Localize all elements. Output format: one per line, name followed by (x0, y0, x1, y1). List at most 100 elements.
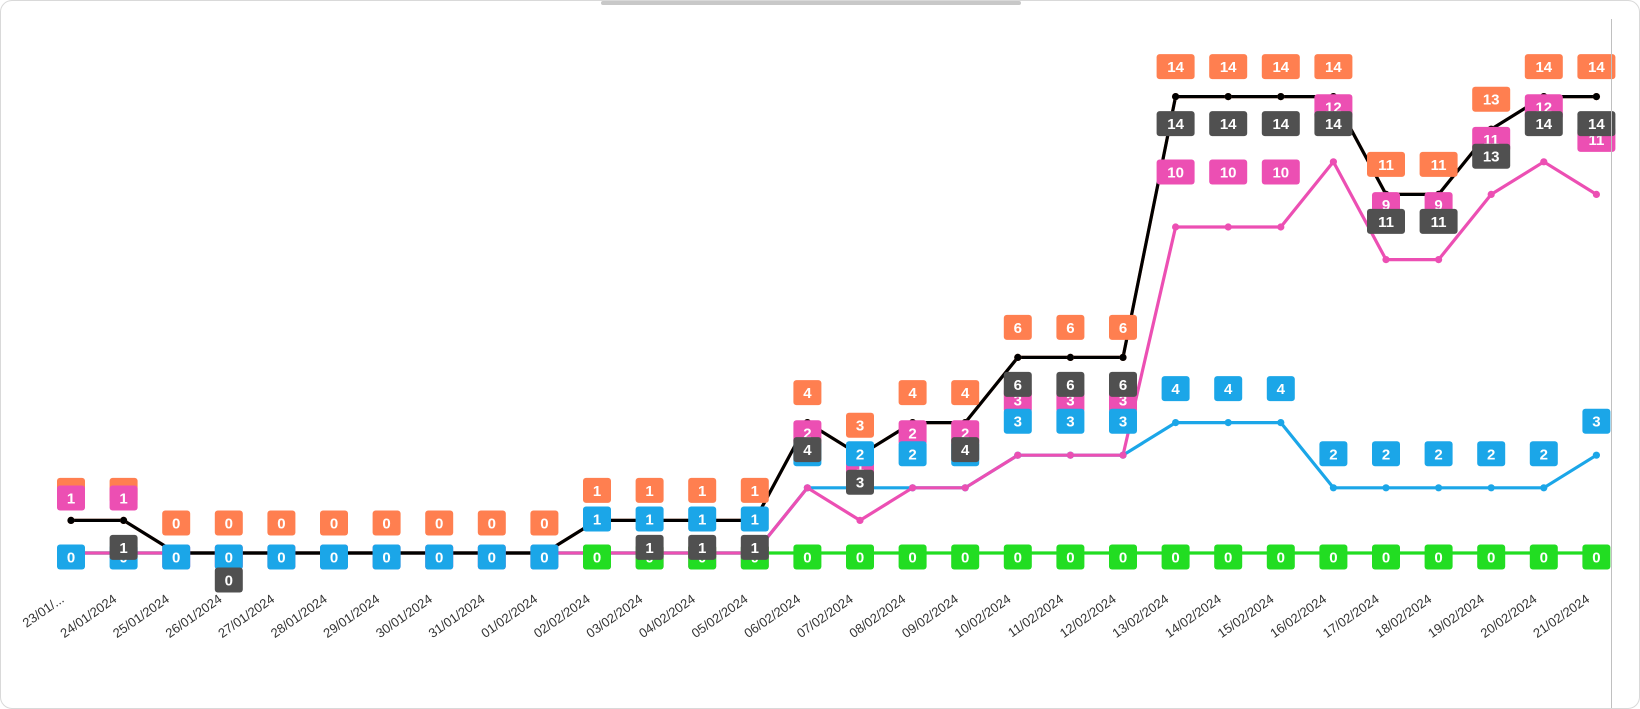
series-orange-data-label-text: 0 (277, 516, 285, 533)
hover-cursor-line (1611, 19, 1612, 708)
x-tick-label: 20/02/2024 (1478, 591, 1540, 641)
x-tick-label: 30/01/2024 (373, 591, 435, 641)
series-blue-data-label: 0 (320, 544, 348, 570)
series-pink-data-label-text: 1 (856, 458, 864, 475)
series-black-data-label-bg (951, 437, 980, 463)
series-blue-data-label: 2 (1424, 441, 1453, 467)
series-orange-data-label-text: 4 (803, 385, 812, 402)
series-pink-data-label-bg (1209, 159, 1248, 185)
series-green-data-label-text: 0 (1592, 550, 1600, 567)
series-orange-data-label: 14 (1156, 54, 1195, 80)
series-green-data-label-bg (1161, 544, 1190, 570)
series-blue-data-label-bg (1529, 441, 1558, 467)
series-green-data-label-bg (1477, 544, 1506, 570)
series-blue-data-label-text: 4 (1171, 381, 1180, 398)
series-black-data-label: 1 (740, 534, 769, 560)
series-blue-data-label-text: 1 (698, 512, 706, 529)
series-blue-data-label-text: 1 (645, 512, 653, 529)
series-orange-data-label-text: 0 (172, 516, 180, 533)
series-pink-data-label-text: 1 (67, 491, 75, 508)
series-blue-data-label: 3 (1582, 408, 1611, 434)
series-green-data-label: 0 (1372, 544, 1400, 570)
series-pink-data-label-bg (109, 485, 138, 511)
x-tick-label: 21/02/2024 (1530, 591, 1592, 641)
series-black-data-label-text: 1 (119, 540, 127, 557)
series-orange-data-label-text: 14 (1588, 59, 1605, 76)
series-green-data-label-text: 0 (1540, 550, 1548, 567)
series-green-data-label-bg (1582, 544, 1611, 570)
series-black-data-label: 4 (951, 437, 980, 463)
series-blue-data-label-text: 2 (908, 446, 916, 463)
series-pink-point (1172, 223, 1180, 231)
series-blue-data-label-bg (1319, 441, 1348, 467)
series-black-data-label-text: 6 (1014, 377, 1022, 394)
series-blue-data-label-text: 2 (1487, 446, 1495, 463)
series-pink-data-label-text: 9 (1434, 197, 1442, 214)
series-green-data-label: 0 (793, 544, 822, 570)
series-orange-data-label: 6 (1109, 314, 1137, 340)
series-blue-data-label-text: 3 (1119, 414, 1127, 431)
series-blue-data-label: 4 (1214, 376, 1243, 402)
series-blue-data-label-bg (688, 506, 717, 532)
series-black-data-label-bg (1209, 111, 1248, 137)
series-pink-data-label-text: 1 (119, 491, 127, 508)
series-green-data-label-bg (583, 544, 611, 570)
series-green-data-label-bg (1266, 544, 1295, 570)
series-black-data-label: 14 (1156, 111, 1195, 137)
series-pink-point (1277, 223, 1285, 231)
series-black-data-label-bg (1524, 111, 1563, 137)
series-green-data-label-bg (898, 544, 927, 570)
x-tick-label: 24/01/2024 (57, 591, 119, 641)
series-orange-data-label-bg (898, 380, 927, 406)
series-blue-data-label: 2 (1477, 441, 1506, 467)
series-orange-data-label: 3 (846, 412, 874, 438)
x-tick-label: 27/01/2024 (215, 591, 277, 641)
series-black-data-label-text: 11 (1431, 214, 1447, 231)
series-orange-data-label-text: 11 (1431, 157, 1447, 174)
series-orange-data-label-bg (1577, 54, 1616, 80)
x-tick-label: 11/02/2024 (1005, 591, 1066, 640)
series-blue-data-label: 3 (1056, 408, 1085, 434)
series-blue-data-label: 0 (214, 544, 243, 570)
series-orange-data-label: 1 (635, 477, 664, 503)
series-blue-data-label-text: 2 (856, 446, 864, 463)
series-orange-data-label-text: 0 (330, 516, 338, 533)
series-black-data-label-bg (846, 469, 874, 495)
series-pink-point (1592, 190, 1600, 198)
series-black-data-label-bg (793, 437, 822, 463)
series-blue-data-label: 0 (425, 544, 454, 570)
series-blue-data-label-bg (1056, 408, 1085, 434)
series-black-point (120, 516, 128, 525)
series-green-data-label: 0 (1214, 544, 1243, 570)
series-blue-data-label-bg (372, 544, 401, 570)
series-black-data-label-bg (635, 534, 664, 560)
series-black-data-label-bg (1419, 208, 1458, 234)
series-green-data-label-bg (951, 544, 980, 570)
series-orange-data-label-text: 13 (1483, 92, 1500, 109)
series-black-data-label-text: 6 (1066, 377, 1074, 394)
series-blue-data-label: 2 (898, 441, 927, 467)
series-black-data-label: 1 (109, 534, 138, 560)
series-black-data-label-bg (1261, 111, 1300, 137)
series-blue-data-label-bg (583, 506, 611, 532)
series-blue-data-label-text: 0 (540, 550, 548, 567)
series-orange-data-label: 13 (1472, 86, 1511, 112)
series-blue-point (1487, 484, 1495, 492)
series-green-data-label-text: 0 (803, 550, 811, 567)
series-green-data-label: 0 (1109, 544, 1137, 570)
series-green-data-label-text: 0 (1382, 550, 1390, 567)
series-orange-data-label-text: 14 (1535, 59, 1552, 76)
series-orange-data-label: 11 (1419, 151, 1458, 177)
series-pink-point (1487, 190, 1495, 198)
series-black-data-label-text: 4 (961, 442, 970, 459)
series-orange-data-label-text: 0 (435, 516, 443, 533)
series-pink-data-label-text: 10 (1220, 165, 1237, 182)
series-black-data-label-text: 14 (1325, 116, 1342, 133)
x-tick-label: 02/02/2024 (531, 591, 593, 641)
x-tick-label: 12/02/2024 (1057, 591, 1119, 641)
series-orange-data-label-bg (530, 510, 559, 536)
series-blue-data-label-bg (214, 544, 243, 570)
series-blue-data-label: 4 (1161, 376, 1190, 402)
series-pink-data-label-text: 10 (1167, 165, 1184, 182)
series-green-data-label-bg (846, 544, 874, 570)
